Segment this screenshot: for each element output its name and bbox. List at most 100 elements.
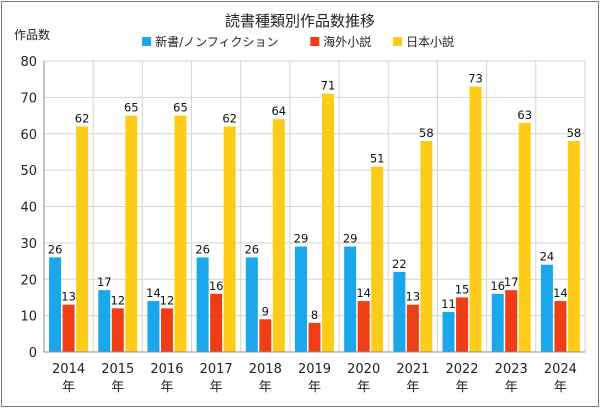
data-label: 26 xyxy=(48,242,63,256)
bar xyxy=(567,141,580,352)
x-tick-suffix: 年 xyxy=(210,380,223,395)
y-tick-label: 30 xyxy=(20,237,37,252)
x-tick-suffix: 年 xyxy=(505,380,518,395)
x-tick-label: 2015 xyxy=(101,362,134,377)
data-label: 26 xyxy=(195,242,210,256)
data-label: 13 xyxy=(61,290,76,304)
bar xyxy=(505,290,518,352)
bar xyxy=(393,271,406,352)
bar xyxy=(245,257,258,352)
legend-label: 新書/ノンフィクション xyxy=(155,34,278,49)
data-label: 9 xyxy=(262,304,269,318)
legend-swatch xyxy=(310,37,320,46)
bar xyxy=(259,319,272,352)
y-axis-label: 作品数 xyxy=(14,27,50,42)
data-label: 24 xyxy=(540,250,555,264)
data-label: 16 xyxy=(490,279,505,293)
legend-swatch xyxy=(142,37,152,46)
data-labels: 2613621712651412652616622696429871291451… xyxy=(48,71,581,321)
x-tick-suffix: 年 xyxy=(357,380,370,395)
data-label: 65 xyxy=(173,101,188,115)
bar xyxy=(223,126,236,352)
x-axis: 2014 年 2015 年 2016 年 2017 年 2018 年 2019 年 2020 年 2021 年… xyxy=(43,61,585,395)
bar xyxy=(518,122,531,353)
bar xyxy=(196,257,209,352)
data-label: 51 xyxy=(370,151,385,165)
x-tick-suffix: 年 xyxy=(111,380,124,395)
bar xyxy=(272,119,285,352)
bar xyxy=(344,246,357,352)
x-tick-suffix: 年 xyxy=(62,380,75,395)
data-label: 11 xyxy=(441,297,456,311)
bar xyxy=(371,166,384,352)
bar xyxy=(125,115,138,352)
data-label: 71 xyxy=(321,79,336,93)
x-tick-label: 2022 xyxy=(445,362,478,377)
bar xyxy=(210,293,223,352)
y-axis: 0 10 20 30 40 50 60 70 80 xyxy=(20,55,37,361)
bar xyxy=(174,115,187,352)
bar xyxy=(98,290,111,352)
x-tick-label: 2023 xyxy=(495,362,528,377)
legend-label: 日本小説 xyxy=(406,34,454,49)
bar xyxy=(540,264,553,352)
x-tick-label: 2016 xyxy=(150,362,183,377)
y-tick-label: 10 xyxy=(20,310,37,325)
chart-title: 読書種類別作品数推移 xyxy=(225,12,375,30)
bar xyxy=(111,308,124,352)
x-tick-suffix: 年 xyxy=(259,380,272,395)
bar xyxy=(322,93,334,353)
data-label: 29 xyxy=(294,232,309,246)
data-label: 14 xyxy=(146,286,161,300)
data-label: 64 xyxy=(271,104,286,118)
data-label: 14 xyxy=(356,286,371,300)
bar xyxy=(554,301,567,352)
y-tick-label: 60 xyxy=(20,128,37,143)
y-tick-label: 20 xyxy=(20,273,37,288)
data-label: 65 xyxy=(124,101,139,115)
x-tick-suffix: 年 xyxy=(308,380,321,395)
bar xyxy=(295,246,307,352)
data-label: 15 xyxy=(455,282,470,296)
x-tick-label: 2019 xyxy=(298,362,331,377)
data-label: 12 xyxy=(160,293,175,307)
bar xyxy=(76,126,89,352)
bar xyxy=(160,308,173,352)
legend-swatch xyxy=(393,37,403,46)
data-label: 17 xyxy=(504,275,519,289)
bar xyxy=(442,311,455,352)
bars xyxy=(49,86,580,353)
data-label: 8 xyxy=(311,308,318,322)
x-tick-suffix: 年 xyxy=(554,380,567,395)
y-tick-label: 80 xyxy=(20,55,37,70)
x-tick-suffix: 年 xyxy=(456,380,469,395)
data-label: 16 xyxy=(209,279,224,293)
data-label: 63 xyxy=(517,108,532,122)
x-tick-label: 2017 xyxy=(200,362,233,377)
data-label: 26 xyxy=(244,242,259,256)
bar xyxy=(406,304,419,352)
data-label: 13 xyxy=(406,290,421,304)
bar xyxy=(49,257,62,352)
bar xyxy=(491,293,504,352)
data-label: 17 xyxy=(97,275,112,289)
x-tick-suffix: 年 xyxy=(160,380,173,395)
data-label: 62 xyxy=(222,111,237,125)
data-label: 12 xyxy=(110,293,125,307)
y-tick-label: 70 xyxy=(20,91,37,106)
y-tick-label: 40 xyxy=(20,201,37,216)
data-label: 14 xyxy=(553,286,568,300)
bar xyxy=(62,304,75,352)
data-label: 29 xyxy=(343,232,358,246)
legend: 新書/ノンフィクション 海外小説 日本小説 xyxy=(142,34,454,49)
y-tick-label: 50 xyxy=(20,164,37,179)
legend-label: 海外小説 xyxy=(323,34,371,49)
x-tick-suffix: 年 xyxy=(406,380,419,395)
bar xyxy=(308,322,321,352)
data-label: 58 xyxy=(567,126,582,140)
y-tick-label: 0 xyxy=(29,346,37,361)
bar xyxy=(357,301,370,352)
bar xyxy=(147,301,160,352)
